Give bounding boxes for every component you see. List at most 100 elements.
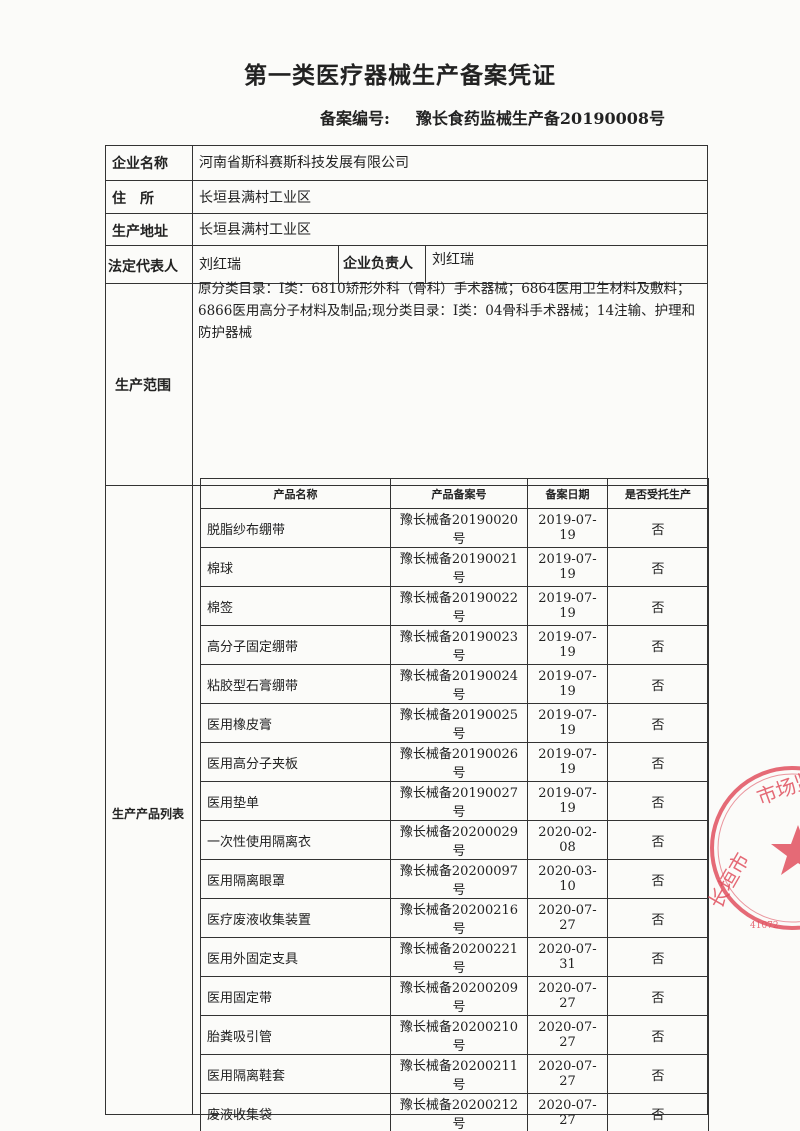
legal-label: 法定代表人 xyxy=(108,259,178,275)
record-date-cell: 2020-03-10 xyxy=(527,859,608,899)
entrusted-cell: 否 xyxy=(607,820,709,860)
table-row: 脱脂纱布绷带 豫长械备20190020号 2019-07-19 否 xyxy=(200,508,709,548)
product-name-cell: 棉球 xyxy=(200,547,391,587)
scope-value: 原分类目录：Ⅰ类：6810矫形外科（骨科）手术器械；6864医用卫生材料及敷料；… xyxy=(198,281,696,341)
product-name-cell: 棉签 xyxy=(200,586,391,626)
record-number-cell: 豫长械备20200209号 xyxy=(390,976,528,1016)
product-name-cell: 医疗废液收集装置 xyxy=(200,898,391,938)
product-name-cell: 医用橡皮膏 xyxy=(200,703,391,743)
record-date-cell: 2019-07-19 xyxy=(527,508,608,548)
entrusted-cell: 否 xyxy=(607,781,709,821)
company-value: 河南省斯科赛斯科技发展有限公司 xyxy=(199,155,409,171)
site-label: 生产地址 xyxy=(112,224,168,240)
row-divider xyxy=(105,245,708,246)
entrusted-cell: 否 xyxy=(607,703,709,743)
record-number-cell: 豫长械备20190026号 xyxy=(390,742,528,782)
col-header-entrusted: 是否受托生产 xyxy=(607,478,709,509)
entrusted-cell: 否 xyxy=(607,1054,709,1094)
table-row: 医用橡皮膏 豫长械备20190025号 2019-07-19 否 xyxy=(200,703,709,743)
product-name-cell: 医用隔离鞋套 xyxy=(200,1054,391,1094)
table-row: 医用隔离眼罩 豫长械备20200097号 2020-03-10 否 xyxy=(200,859,709,899)
table-row: 高分子固定绷带 豫长械备20190023号 2019-07-19 否 xyxy=(200,625,709,665)
entrusted-cell: 否 xyxy=(607,625,709,665)
seal-star-icon xyxy=(771,825,800,875)
product-name-cell: 一次性使用隔离衣 xyxy=(200,820,391,860)
record-date-cell: 2019-07-19 xyxy=(527,547,608,587)
record-number-cell: 豫长械备20200216号 xyxy=(390,898,528,938)
record-date-cell: 2020-02-08 xyxy=(527,820,608,860)
product-name-cell: 脱脂纱布绷带 xyxy=(200,508,391,548)
row-divider xyxy=(105,213,708,214)
record-number: 备案编号: 豫长食药监械生产备20190008号 xyxy=(320,105,665,129)
table-row: 废液收集袋 豫长械备20200212号 2020-07-27 否 xyxy=(200,1093,709,1131)
record-date-cell: 2020-07-27 xyxy=(527,1054,608,1094)
row-divider xyxy=(105,283,708,284)
entrusted-cell: 否 xyxy=(607,586,709,626)
record-number-cell: 豫长械备20200029号 xyxy=(390,820,528,860)
col-header-name: 产品名称 xyxy=(200,478,391,509)
table-row: 医用外固定支具 豫长械备20200221号 2020-07-31 否 xyxy=(200,937,709,977)
record-date-cell: 2019-07-19 xyxy=(527,781,608,821)
entrusted-cell: 否 xyxy=(607,742,709,782)
record-number-cell: 豫长械备20190025号 xyxy=(390,703,528,743)
entrusted-cell: 否 xyxy=(607,976,709,1016)
record-number-cell: 豫长械备20200211号 xyxy=(390,1054,528,1094)
table-row: 棉签 豫长械备20190022号 2019-07-19 否 xyxy=(200,586,709,626)
entrusted-cell: 否 xyxy=(607,898,709,938)
table-row: 医疗废液收集装置 豫长械备20200216号 2020-07-27 否 xyxy=(200,898,709,938)
entrusted-cell: 否 xyxy=(607,547,709,587)
record-number-cell: 豫长械备20200212号 xyxy=(390,1093,528,1131)
row-divider xyxy=(105,180,708,181)
record-number-label: 备案编号: xyxy=(320,109,390,128)
record-number-cell: 豫长械备20200210号 xyxy=(390,1015,528,1055)
table-row: 医用垫单 豫长械备20190027号 2019-07-19 否 xyxy=(200,781,709,821)
legal-value: 刘红瑞 xyxy=(199,257,241,273)
record-date-cell: 2020-07-27 xyxy=(527,976,608,1016)
record-number-cell: 豫长械备20190020号 xyxy=(390,508,528,548)
col-header-date: 备案日期 xyxy=(527,478,608,509)
entrusted-cell: 否 xyxy=(607,664,709,704)
table-row: 医用高分子夹板 豫长械备20190026号 2019-07-19 否 xyxy=(200,742,709,782)
label-column-divider xyxy=(105,145,193,1115)
site-value: 长垣县满村工业区 xyxy=(199,222,311,238)
entrusted-cell: 否 xyxy=(607,1015,709,1055)
table-row: 医用隔离鞋套 豫长械备20200211号 2020-07-27 否 xyxy=(200,1054,709,1094)
record-number-cell: 豫长械备20200097号 xyxy=(390,859,528,899)
address-value: 长垣县满村工业区 xyxy=(199,190,311,206)
record-date-cell: 2020-07-27 xyxy=(527,1093,608,1131)
entrusted-cell: 否 xyxy=(607,937,709,977)
product-name-cell: 粘胶型石膏绷带 xyxy=(200,664,391,704)
product-table: 产品名称 产品备案号 备案日期 是否受托生产 脱脂纱布绷带 豫长械备2019002… xyxy=(200,478,709,1131)
record-number-value: 豫长食药监械生产备20190008号 xyxy=(415,109,665,128)
head-label: 企业负责人 xyxy=(343,256,413,272)
record-date-cell: 2019-07-19 xyxy=(527,625,608,665)
legal-row-divider xyxy=(338,245,426,283)
head-value: 刘红瑞 xyxy=(432,252,474,268)
table-row: 一次性使用隔离衣 豫长械备20200029号 2020-02-08 否 xyxy=(200,820,709,860)
entrusted-cell: 否 xyxy=(607,508,709,548)
product-name-cell: 医用隔离眼罩 xyxy=(200,859,391,899)
record-date-cell: 2019-07-19 xyxy=(527,742,608,782)
entrusted-cell: 否 xyxy=(607,1093,709,1131)
record-date-cell: 2019-07-19 xyxy=(527,664,608,704)
product-name-cell: 医用外固定支具 xyxy=(200,937,391,977)
table-row: 棉球 豫长械备20190021号 2019-07-19 否 xyxy=(200,547,709,587)
entrusted-cell: 否 xyxy=(607,859,709,899)
record-date-cell: 2020-07-31 xyxy=(527,937,608,977)
svg-text:41072: 41072 xyxy=(750,921,779,931)
record-number-cell: 豫长械备20190023号 xyxy=(390,625,528,665)
record-number-cell: 豫长械备20190022号 xyxy=(390,586,528,626)
product-name-cell: 高分子固定绷带 xyxy=(200,625,391,665)
table-row: 胎粪吸引管 豫长械备20200210号 2020-07-27 否 xyxy=(200,1015,709,1055)
record-number-cell: 豫长械备20200221号 xyxy=(390,937,528,977)
product-name-cell: 医用垫单 xyxy=(200,781,391,821)
product-name-cell: 胎粪吸引管 xyxy=(200,1015,391,1055)
record-date-cell: 2019-07-19 xyxy=(527,703,608,743)
record-date-cell: 2020-07-27 xyxy=(527,1015,608,1055)
official-seal: 长垣市 市场监 41072 xyxy=(704,766,800,931)
table-row: 粘胶型石膏绷带 豫长械备20190024号 2019-07-19 否 xyxy=(200,664,709,704)
scope-label: 生产范围 xyxy=(115,378,171,394)
record-number-cell: 豫长械备20190021号 xyxy=(390,547,528,587)
record-number-cell: 豫长械备20190024号 xyxy=(390,664,528,704)
